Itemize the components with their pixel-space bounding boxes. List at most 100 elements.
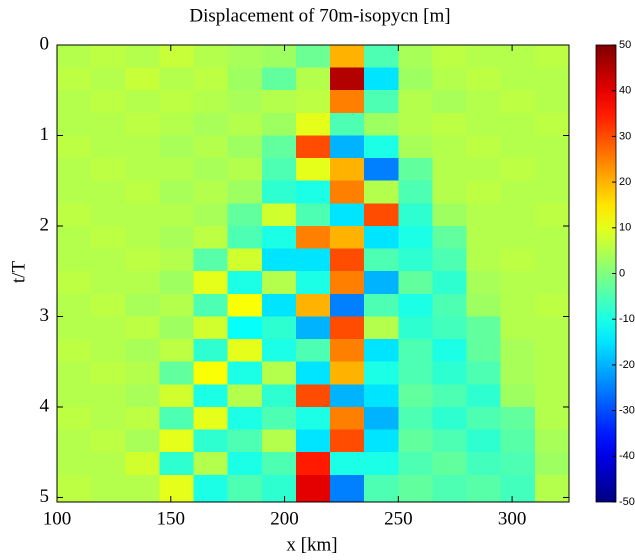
heatmap-cell bbox=[227, 180, 263, 204]
heatmap-cell bbox=[57, 384, 92, 408]
heatmap-cell bbox=[193, 384, 229, 408]
heatmap-cell bbox=[466, 452, 502, 476]
heatmap-cell bbox=[295, 429, 331, 453]
y-tick-label: 0 bbox=[40, 33, 50, 54]
heatmap-cell bbox=[227, 67, 263, 91]
heatmap-cell bbox=[261, 180, 297, 204]
heatmap-cell bbox=[466, 158, 502, 182]
heatmap-cell bbox=[364, 112, 399, 136]
heatmap-cell bbox=[159, 45, 195, 69]
heatmap-cell bbox=[364, 429, 399, 453]
heatmap-cell bbox=[398, 293, 433, 317]
heatmap-cell bbox=[193, 180, 229, 204]
heatmap-cell bbox=[364, 135, 399, 159]
heatmap-cell bbox=[364, 180, 399, 204]
heatmap-cell bbox=[159, 293, 195, 317]
heatmap-cell bbox=[432, 203, 468, 227]
heatmap-cell bbox=[364, 452, 399, 476]
heatmap-cell bbox=[91, 339, 126, 363]
heatmap-cell bbox=[466, 225, 502, 250]
heatmap-cell bbox=[432, 452, 468, 476]
heatmap-cell bbox=[500, 474, 536, 503]
heatmap-cell bbox=[330, 90, 365, 114]
heatmap-cell bbox=[534, 225, 570, 250]
heatmap-cell bbox=[364, 45, 399, 69]
heatmap-cell bbox=[125, 293, 160, 317]
heatmap-cell bbox=[364, 271, 399, 295]
heatmap-cell bbox=[330, 316, 365, 340]
heatmap-cell bbox=[466, 67, 502, 91]
colorbar-tick-label: -20 bbox=[619, 359, 635, 371]
heatmap-cell bbox=[227, 248, 263, 272]
heatmap-cell bbox=[261, 158, 297, 182]
heatmap-cell bbox=[534, 67, 570, 91]
heatmap-cell bbox=[193, 90, 229, 114]
heatmap-cell bbox=[466, 135, 502, 159]
heatmap-cell bbox=[91, 45, 126, 69]
heatmap-cell bbox=[534, 45, 570, 69]
heatmap-cell bbox=[125, 474, 160, 503]
heatmap-cell bbox=[534, 271, 570, 295]
chart-title: Displacement of 70m-isopycn [m] bbox=[189, 5, 450, 26]
heatmap-cell bbox=[159, 248, 195, 272]
heatmap-cell bbox=[432, 67, 468, 91]
heatmap-cell bbox=[398, 90, 433, 114]
heatmap-cell bbox=[57, 203, 92, 227]
heatmap-cell bbox=[227, 225, 263, 250]
heatmap-cell bbox=[466, 203, 502, 227]
heatmap-cell bbox=[57, 248, 92, 272]
heatmap-cell bbox=[500, 316, 536, 340]
heatmap-cell bbox=[227, 112, 263, 136]
heatmap-cell bbox=[261, 135, 297, 159]
heatmap-cell bbox=[57, 452, 92, 476]
heatmap-cell bbox=[398, 112, 433, 136]
heatmap-cell bbox=[193, 112, 229, 136]
heatmap-cell bbox=[295, 90, 331, 114]
heatmap-cell bbox=[295, 180, 331, 204]
heatmap-cell bbox=[261, 361, 297, 385]
y-tick-label: 4 bbox=[40, 395, 50, 416]
heatmap-cell bbox=[330, 248, 365, 272]
heatmap-cell bbox=[125, 180, 160, 204]
heatmap-cell bbox=[193, 316, 229, 340]
heatmap-cell bbox=[91, 316, 126, 340]
heatmap-cell bbox=[57, 45, 92, 69]
heatmap-cell bbox=[57, 112, 92, 136]
heatmap-cell bbox=[57, 474, 92, 503]
heatmap-cell bbox=[534, 112, 570, 136]
heatmap-cell bbox=[159, 180, 195, 204]
heatmap-cell bbox=[432, 474, 468, 503]
heatmap-cell bbox=[398, 271, 433, 295]
heatmap-cell bbox=[432, 429, 468, 453]
heatmap-cell bbox=[466, 45, 502, 69]
heatmap-cell bbox=[330, 474, 365, 503]
heatmap-cell bbox=[330, 203, 365, 227]
heatmap-cell bbox=[91, 203, 126, 227]
colorbar-tick-label: -30 bbox=[619, 405, 635, 417]
heatmap-cell bbox=[227, 452, 263, 476]
heatmap-cell bbox=[500, 180, 536, 204]
heatmap-cell bbox=[91, 112, 126, 136]
heatmap-cell bbox=[91, 361, 126, 385]
heatmap-cell bbox=[398, 67, 433, 91]
heatmap-cell bbox=[500, 225, 536, 250]
heatmap-cell bbox=[466, 361, 502, 385]
heatmap-cell bbox=[432, 361, 468, 385]
heatmap-cell bbox=[398, 225, 433, 250]
heatmap-cell bbox=[432, 384, 468, 408]
heatmap-cell bbox=[330, 406, 365, 431]
heatmap-cell bbox=[91, 248, 126, 272]
x-tick-label: 100 bbox=[43, 508, 72, 529]
heatmap-cell bbox=[193, 45, 229, 69]
heatmap-cell bbox=[295, 248, 331, 272]
heatmap-cell bbox=[364, 474, 399, 503]
heatmap-cell bbox=[364, 406, 399, 431]
heatmap-cell bbox=[330, 180, 365, 204]
heatmap-cell bbox=[261, 225, 297, 250]
heatmap-cell bbox=[364, 361, 399, 385]
heatmap-cell bbox=[432, 112, 468, 136]
heatmap-cell bbox=[432, 180, 468, 204]
heatmap-cell bbox=[330, 384, 365, 408]
heatmap-cell bbox=[534, 429, 570, 453]
heatmap-cell bbox=[125, 135, 160, 159]
